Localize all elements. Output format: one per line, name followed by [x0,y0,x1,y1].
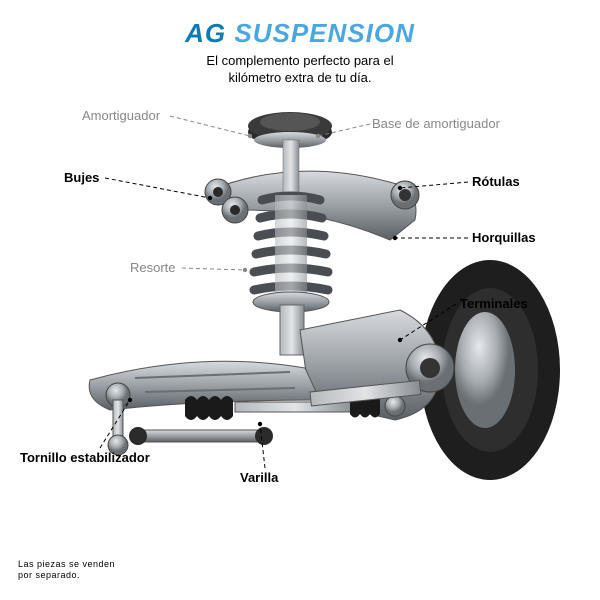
suspension-illustration [0,100,600,550]
footnote: Las piezas se venden por separado. [18,559,115,582]
label-tornillo: Tornillo estabilizador [20,450,150,465]
title-part1: AG [185,18,226,48]
label-bujes: Bujes [64,170,99,185]
label-rotulas: Rótulas [472,174,520,189]
label-terminales: Terminales [460,296,528,311]
label-horquillas: Horquillas [472,230,536,245]
suspension-diagram: Amortiguador Base de amortiguador Bujes … [0,100,600,550]
label-varilla: Varilla [240,470,278,485]
page-title: AG SUSPENSION [0,0,600,49]
label-base-amortiguador: Base de amortiguador [372,116,500,131]
subtitle: El complemento perfecto para el kilómetr… [0,53,600,87]
title-part2: SUSPENSION [234,18,415,48]
label-amortiguador: Amortiguador [82,108,160,123]
label-resorte: Resorte [130,260,176,275]
